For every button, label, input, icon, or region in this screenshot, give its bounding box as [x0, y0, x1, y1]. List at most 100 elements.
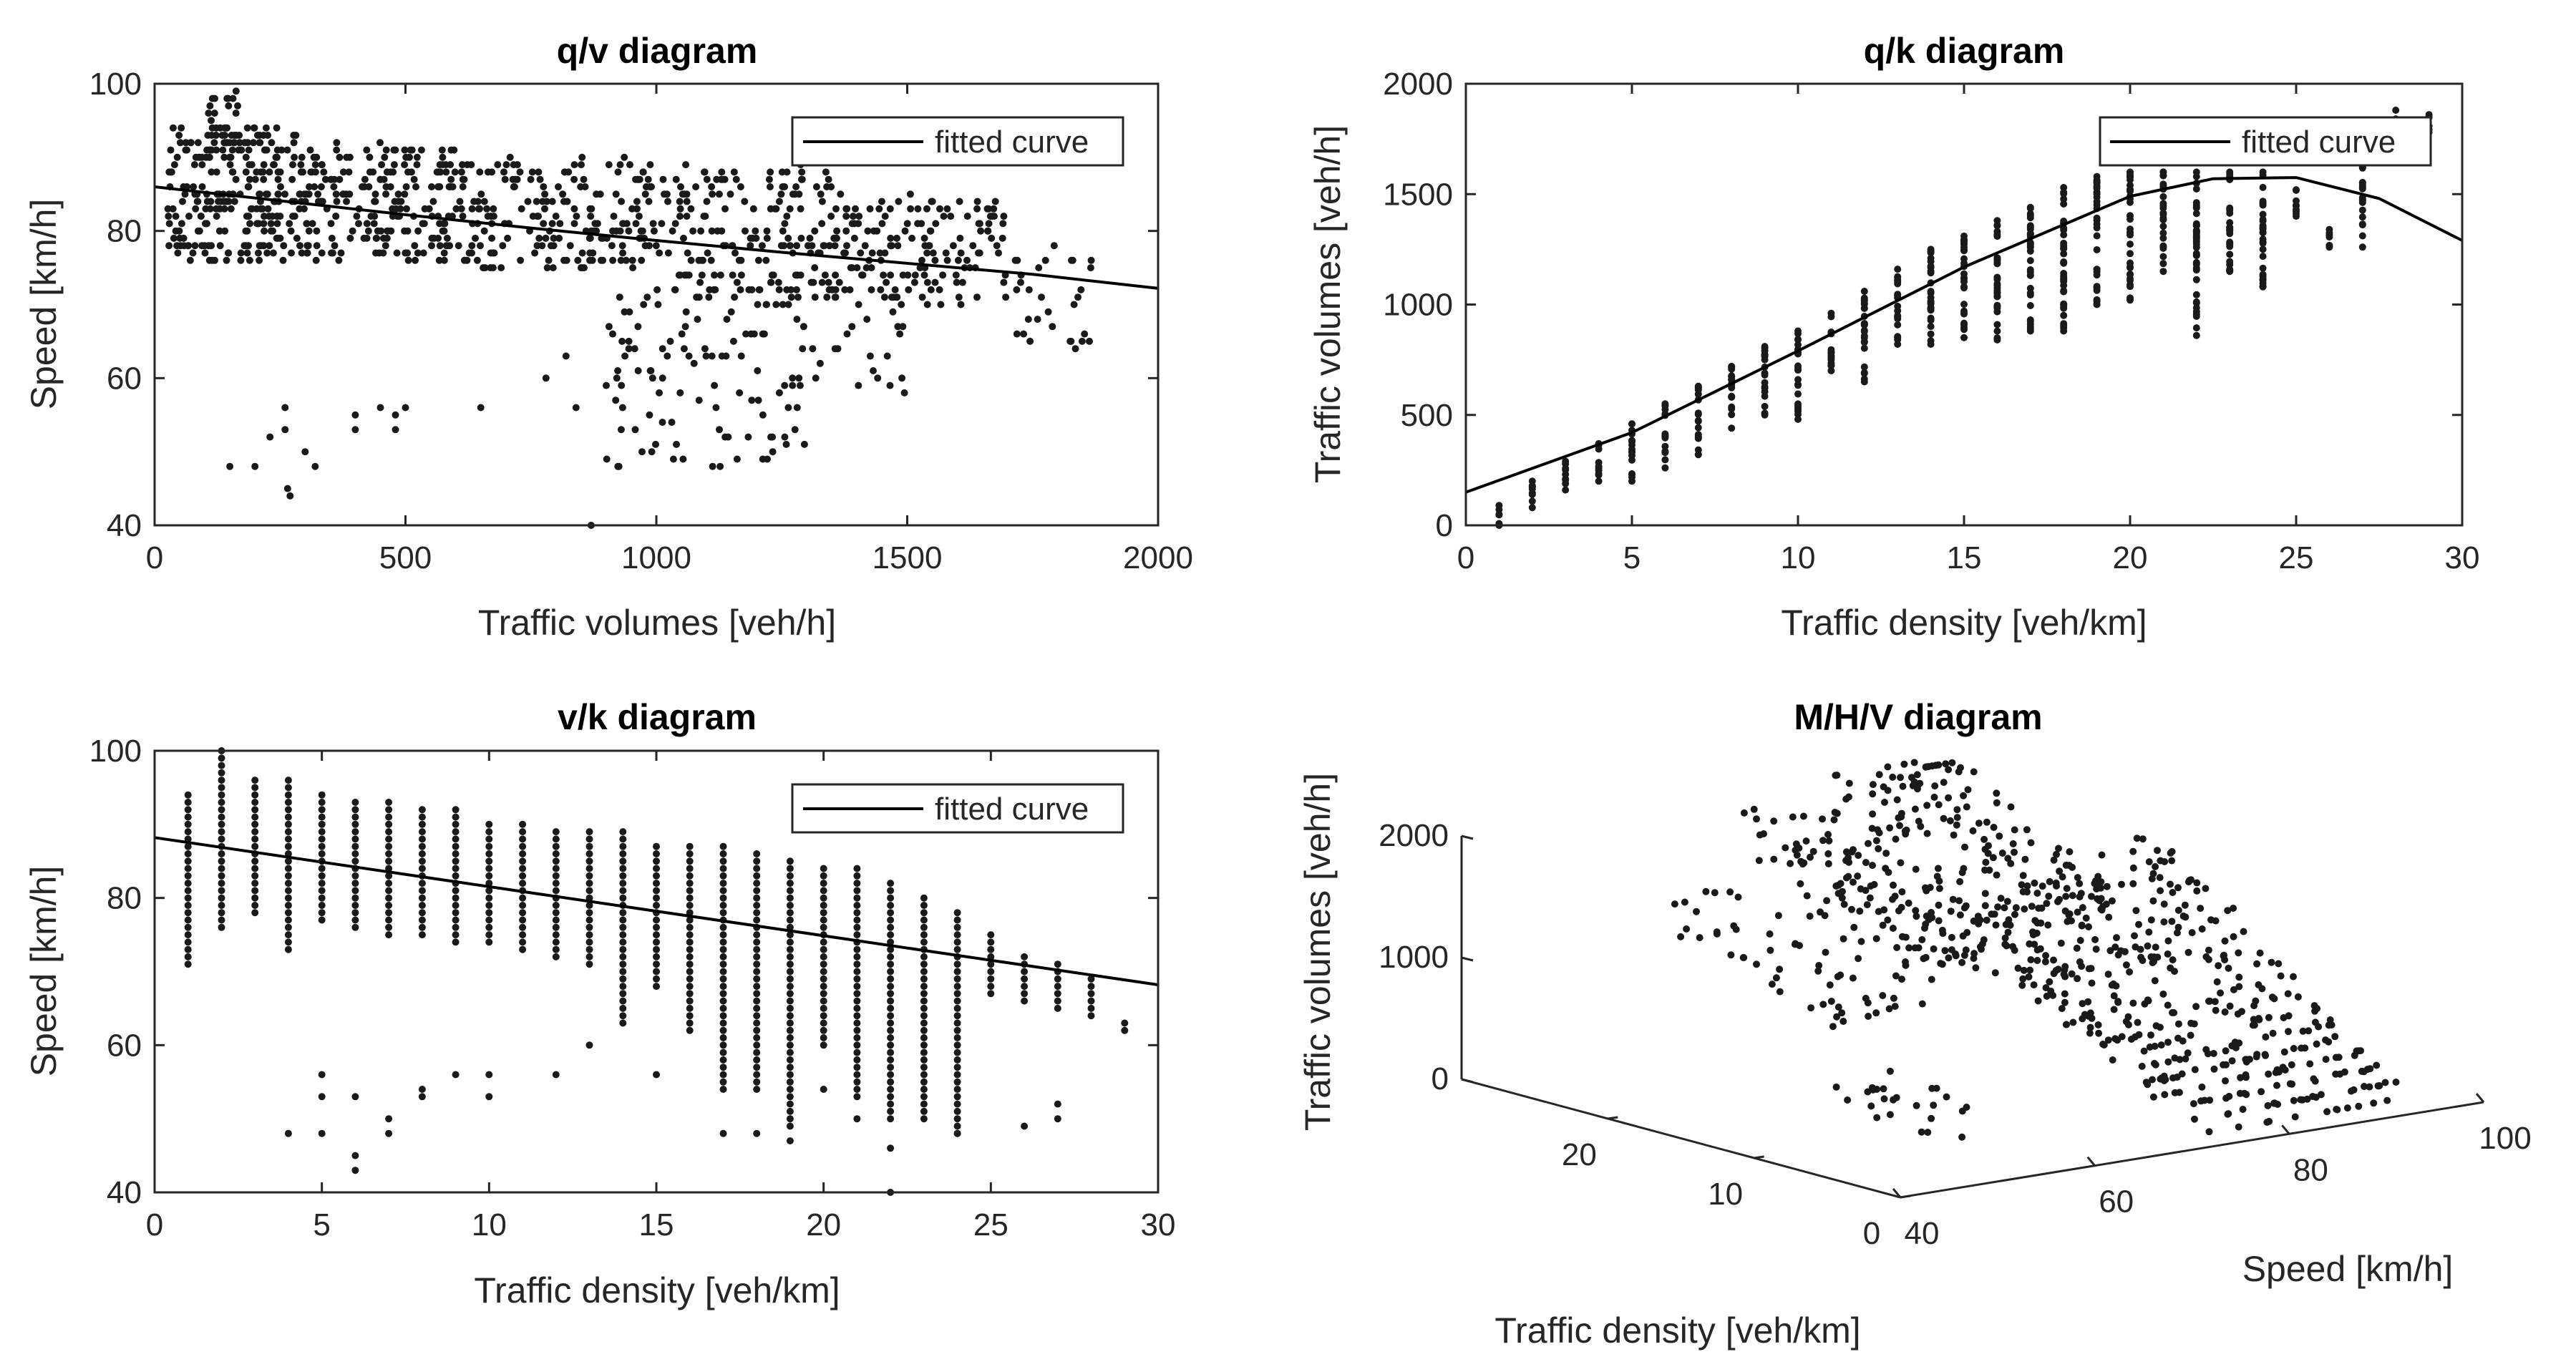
- qk-point: [1694, 424, 1702, 432]
- vk-point: [418, 865, 426, 872]
- qv-point: [679, 190, 686, 198]
- mhv-point: [1768, 981, 1776, 988]
- vk-point: [585, 931, 593, 939]
- qv-point: [853, 264, 861, 272]
- qk-ytick-label: 500: [1401, 398, 1453, 433]
- vk-point: [953, 916, 961, 924]
- vk-point: [619, 990, 627, 998]
- qv-point: [769, 448, 777, 456]
- mhv-point: [1953, 821, 1960, 829]
- qk-point: [1993, 327, 2001, 335]
- mhv-point: [2299, 1027, 2307, 1035]
- vk-point: [953, 1093, 961, 1101]
- mhv-point: [2001, 934, 2009, 942]
- vk-point: [318, 1129, 326, 1137]
- qk-point: [2026, 230, 2034, 238]
- qk-point: [1993, 303, 2001, 311]
- qv-point: [266, 168, 273, 176]
- qv-point: [707, 256, 715, 264]
- qk-point: [2159, 253, 2167, 261]
- qv-title: q/v diagram: [557, 31, 758, 71]
- vk-point: [218, 880, 225, 887]
- qk-point: [2026, 302, 2034, 309]
- qv-point: [197, 213, 205, 220]
- vk-point: [218, 784, 225, 792]
- vk-point: [351, 887, 359, 895]
- qk-fitted-curve: [1465, 176, 2463, 494]
- vk-point: [853, 902, 861, 909]
- qv-point: [675, 271, 683, 279]
- vk-point: [284, 931, 292, 939]
- qv-point: [169, 124, 177, 132]
- vk-point: [452, 872, 460, 880]
- vk-point: [351, 1152, 359, 1159]
- qv-point: [274, 234, 282, 242]
- qv-point: [195, 153, 203, 161]
- qv-point: [533, 242, 541, 250]
- vk-point: [218, 806, 225, 814]
- mhv-point: [2139, 835, 2147, 843]
- mhv-point: [1960, 792, 1968, 799]
- qv-point: [337, 249, 345, 257]
- mhv-point: [1855, 852, 1862, 860]
- mhv-point: [2124, 1021, 2132, 1028]
- qv-point: [943, 205, 951, 213]
- mhv-point: [2294, 993, 2302, 1001]
- mhv-point: [2213, 978, 2221, 986]
- qv-point: [973, 293, 981, 301]
- qv-point: [570, 205, 578, 213]
- qv-point: [976, 220, 983, 228]
- qv-point: [737, 271, 745, 279]
- qk-point: [2060, 200, 2068, 208]
- mhv-point: [2132, 1033, 2139, 1041]
- qv-point: [633, 198, 641, 205]
- vk-point: [887, 909, 895, 917]
- qv-point: [714, 227, 721, 235]
- vk-point: [552, 916, 560, 924]
- vk-point: [887, 1026, 895, 1034]
- qv-point: [383, 234, 391, 242]
- qk-point: [1993, 321, 2001, 329]
- mhv-point: [2182, 913, 2189, 921]
- mhv-point: [1935, 901, 1943, 909]
- qv-point: [911, 271, 919, 279]
- qv-point: [975, 249, 982, 257]
- mhv-point: [1821, 912, 1829, 920]
- mhv-point: [2030, 981, 2038, 989]
- qv-point: [402, 404, 409, 412]
- qk-point: [1761, 343, 1769, 351]
- qv-point: [543, 264, 551, 272]
- mhv-point: [2215, 962, 2222, 970]
- qv-point: [732, 249, 739, 257]
- qv-point: [438, 146, 446, 154]
- mhv-point: [2061, 998, 2069, 1006]
- qv-point: [669, 227, 676, 235]
- qk-point: [2192, 168, 2200, 176]
- qk-point: [2093, 268, 2101, 276]
- qv-point: [235, 146, 243, 154]
- mhv-point: [1879, 921, 1887, 929]
- mhv-point: [1898, 976, 1905, 983]
- vk-point: [887, 968, 895, 976]
- qv-point: [823, 183, 831, 190]
- qk-point: [1528, 490, 1536, 498]
- mhv-point: [1839, 935, 1847, 943]
- qv-point: [480, 227, 488, 235]
- qk-point: [1927, 254, 1935, 262]
- vk-point: [519, 872, 527, 880]
- vk-point: [585, 880, 593, 887]
- vk-point: [753, 1034, 761, 1041]
- vk-point: [653, 931, 660, 939]
- mhv-point: [1842, 848, 1850, 856]
- mhv-point: [1962, 902, 1970, 910]
- mhv-point: [2108, 897, 2116, 905]
- vk-point: [218, 857, 225, 865]
- qk-point: [2127, 259, 2134, 267]
- qv-point: [958, 278, 966, 286]
- vk-point: [351, 1167, 359, 1174]
- mhv-point: [2133, 835, 2141, 842]
- qk-xtick-label: 15: [1947, 540, 1982, 575]
- vk-point: [485, 916, 493, 924]
- qv-point: [918, 293, 926, 301]
- qv-point: [570, 161, 578, 169]
